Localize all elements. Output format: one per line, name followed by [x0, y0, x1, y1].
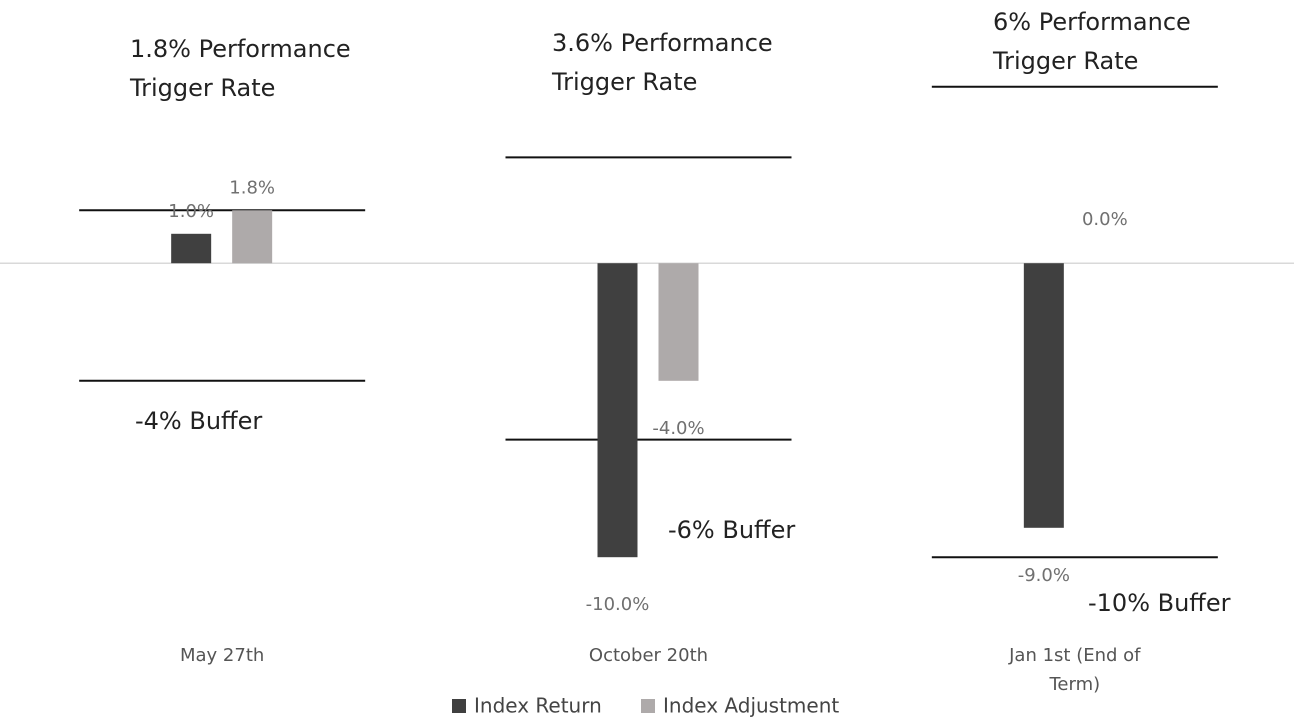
- value-label: -9.0%: [1018, 565, 1070, 586]
- legend-swatch: [641, 699, 655, 713]
- x-tick-label: May 27th: [180, 645, 265, 666]
- trigger-label-line: Trigger Rate: [551, 68, 697, 96]
- value-label: -10.0%: [586, 594, 650, 615]
- legend-label: Index Return: [474, 694, 602, 718]
- value-label: 1.8%: [229, 177, 275, 198]
- bar: [232, 210, 273, 264]
- x-tick-label: Jan 1st (End of Term): [1009, 645, 1141, 695]
- x-tick-label: October 20th: [588, 645, 709, 666]
- buffer-label: -10% Buffer: [1088, 589, 1231, 617]
- trigger-label-line: 6% Performance: [993, 8, 1191, 36]
- trigger-label-line: Trigger Rate: [129, 74, 275, 102]
- buffer-label: -4% Buffer: [135, 407, 262, 435]
- value-label: 1.0%: [168, 201, 214, 222]
- bar: [658, 263, 699, 381]
- bar: [171, 233, 212, 264]
- trigger-label: 3.6% Performance Trigger Rate: [551, 29, 773, 96]
- value-label: -4.0%: [652, 418, 704, 439]
- legend-swatch: [452, 699, 466, 713]
- trigger-label-line: Trigger Rate: [992, 47, 1138, 75]
- trigger-label-line: 1.8% Performance: [130, 35, 351, 63]
- buffer-label: -6% Buffer: [668, 516, 795, 544]
- trigger-label-line: 3.6% Performance: [552, 29, 773, 57]
- value-label: 0.0%: [1082, 209, 1128, 230]
- trigger-label: 1.8% Performance Trigger Rate: [129, 35, 351, 102]
- bar: [1023, 263, 1064, 528]
- bar: [597, 263, 638, 558]
- trigger-label: 6% Performance Trigger Rate: [992, 8, 1191, 75]
- legend-label: Index Adjustment: [663, 694, 839, 718]
